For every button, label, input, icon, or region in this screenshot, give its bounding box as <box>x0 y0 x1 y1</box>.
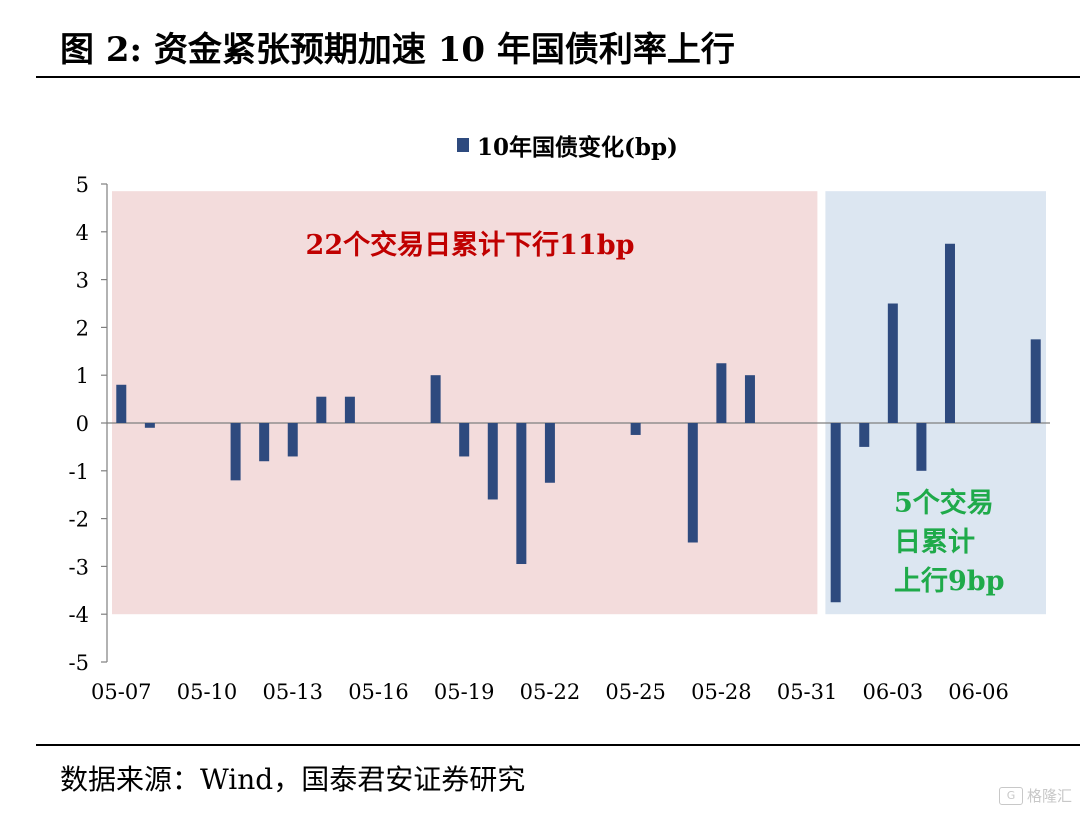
y-tick-label: 5 <box>76 173 89 197</box>
x-tick-label: 05-28 <box>691 680 752 704</box>
bar <box>744 375 755 423</box>
bar <box>430 375 441 423</box>
x-tick-label: 05-25 <box>605 680 666 704</box>
bar <box>116 384 127 423</box>
x-tick-label: 05-31 <box>777 680 838 704</box>
shaded-region-2 <box>825 191 1046 615</box>
y-tick-label: -3 <box>69 555 89 579</box>
x-tick-label: 05-13 <box>262 680 323 704</box>
y-tick-label: -5 <box>69 651 89 675</box>
x-tick-label: 05-19 <box>434 680 495 704</box>
y-tick-label: 3 <box>76 269 89 293</box>
x-tick-label: 05-07 <box>91 680 152 704</box>
bar <box>630 423 641 435</box>
x-tick-label: 05-16 <box>348 680 409 704</box>
region-label-rise-line: 5个交易 <box>894 487 994 519</box>
figure-title: 图 2: 资金紧张预期加速 10 年国债利率上行 <box>60 30 735 70</box>
y-tick-label: 4 <box>76 221 89 245</box>
shaded-region-1 <box>112 191 818 615</box>
bar <box>887 303 898 423</box>
bar <box>259 423 270 462</box>
source-note: 数据来源：Wind，国泰君安证券研究 <box>60 763 526 796</box>
bar <box>716 363 727 423</box>
y-tick-label: -1 <box>69 460 89 484</box>
x-tick-label: 05-22 <box>520 680 581 704</box>
bar <box>944 243 955 423</box>
region-label-rise-line: 日累计 <box>894 527 975 558</box>
bar <box>687 423 698 543</box>
x-tick-label: 05-10 <box>177 680 238 704</box>
bar <box>859 423 870 447</box>
legend-swatch <box>457 138 469 152</box>
bottom-rule <box>36 744 1080 746</box>
bar <box>230 423 241 481</box>
bar <box>287 423 298 457</box>
bar <box>316 396 327 423</box>
legend-label: 10年国债变化(bp) <box>477 134 678 161</box>
y-tick-label: 1 <box>76 364 89 388</box>
watermark-logo-icon: G <box>998 786 1023 805</box>
region-label-decline: 22个交易日累计下行11bp <box>306 229 635 261</box>
bar <box>1030 339 1041 423</box>
bar <box>459 423 470 457</box>
bar <box>344 396 355 423</box>
y-tick-label: -4 <box>69 603 89 627</box>
y-tick-label: 2 <box>76 316 89 340</box>
bar <box>516 423 527 565</box>
bar <box>144 423 155 428</box>
region-label-rise-line: 上行9bp <box>894 565 1005 597</box>
watermark-text: 格隆汇 <box>1026 787 1072 805</box>
watermark: G 格隆汇 <box>998 785 1072 806</box>
y-tick-label: -2 <box>69 508 89 532</box>
top-rule <box>36 76 1080 78</box>
x-tick-label: 06-06 <box>948 680 1009 704</box>
bar <box>916 423 927 471</box>
bar-chart: 5 4 3 2 1 0 -1 -2 -3 -4 -505-07 05-10 05-13 05-16 05-1… <box>69 134 1050 704</box>
bar <box>544 423 555 483</box>
bar <box>830 423 841 603</box>
x-tick-label: 06-03 <box>863 680 924 704</box>
y-tick-label: 0 <box>76 412 89 436</box>
bar <box>487 423 498 500</box>
